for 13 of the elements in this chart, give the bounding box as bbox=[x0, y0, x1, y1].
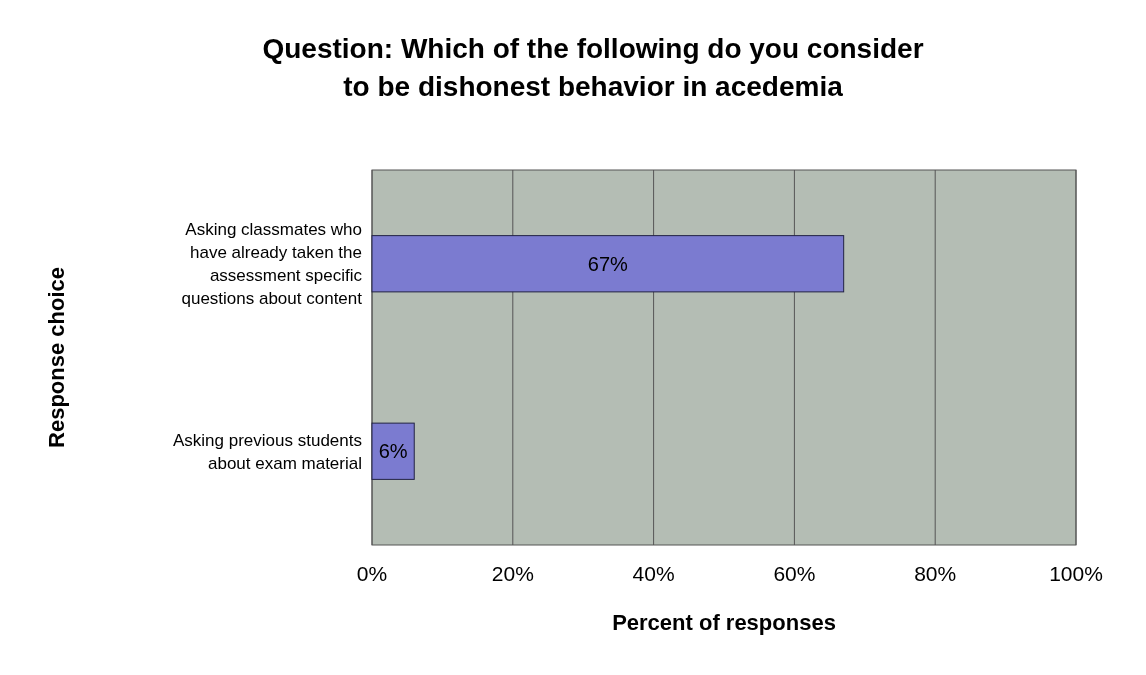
x-tick-label: 60% bbox=[773, 562, 816, 585]
data-label: 67% bbox=[587, 252, 629, 275]
y-tick-label: Asking classmates who have already taken the assessment specific questions about content bbox=[181, 220, 363, 309]
x-tick-label: 40% bbox=[632, 562, 675, 585]
chart-title: Question: Which of the following do you consider to be dishonest behavior in acedemia bbox=[262, 33, 924, 102]
y-axis-title: Response choice bbox=[44, 267, 69, 448]
x-tick-label: 100% bbox=[1049, 562, 1103, 585]
y-tick-label: Asking previous students about exam material bbox=[173, 430, 362, 473]
x-tick-label: 80% bbox=[914, 562, 957, 585]
x-tick-label: 0% bbox=[356, 562, 388, 585]
x-tick-label: 20% bbox=[491, 562, 534, 585]
x-axis-title: Percent of responses bbox=[612, 610, 836, 635]
data-label: 6% bbox=[378, 440, 408, 463]
